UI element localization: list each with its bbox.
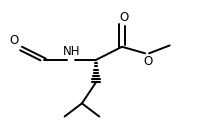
Text: O: O	[119, 11, 128, 24]
Text: O: O	[10, 34, 19, 47]
Text: NH: NH	[63, 45, 80, 58]
Text: O: O	[143, 55, 152, 68]
